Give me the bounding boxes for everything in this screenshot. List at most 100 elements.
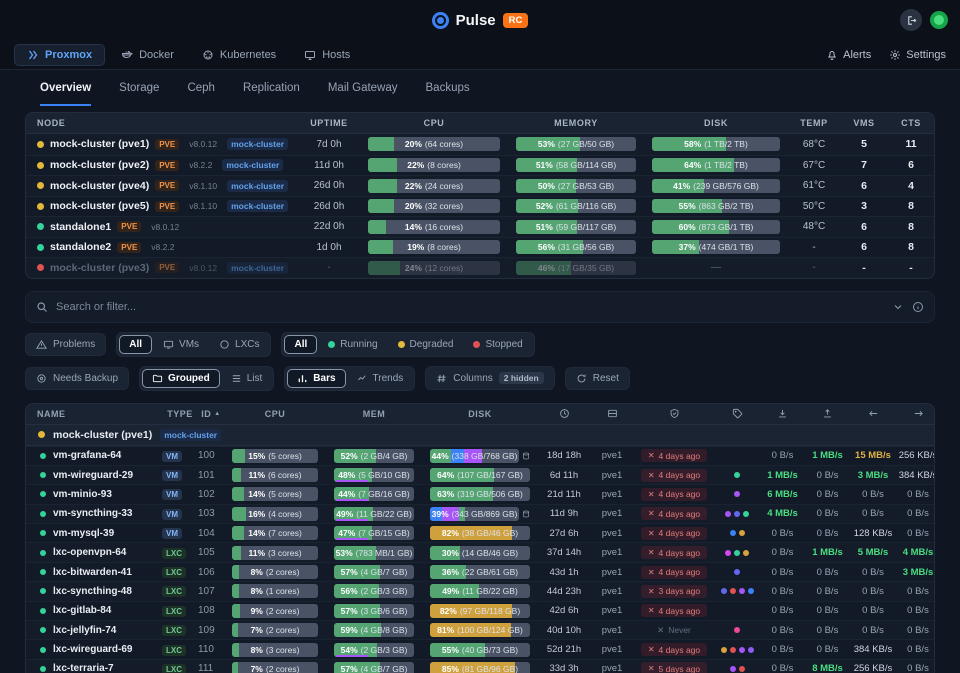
node-row[interactable]: mock-cluster (pve4)PVEv8.1.10mock-cluste… (26, 175, 934, 196)
guest-col-cpu[interactable]: CPU (224, 409, 326, 419)
guest-col-disk[interactable]: DISK (422, 409, 538, 419)
guest-row[interactable]: lxc-wireguard-69LXC1108%(3 cores)54%(2 G… (26, 639, 934, 658)
node-col-cpu[interactable]: CPU (360, 118, 508, 128)
nav-tab-docker[interactable]: Docker (109, 45, 186, 65)
node-row[interactable]: mock-cluster (pve1)PVEv8.0.12mock-cluste… (26, 134, 934, 155)
subtab-mail-gateway[interactable]: Mail Gateway (328, 82, 398, 106)
filter-chip-columns[interactable]: Columns2 hidden (425, 366, 554, 390)
backup-status-badge[interactable]: ✕4 days ago (641, 488, 707, 501)
guest-row[interactable]: lxc-openvpn-64LXC10511%(3 cores)53%(783 … (26, 542, 934, 561)
guest-cpu-bar: 9%(2 cores) (224, 604, 326, 618)
guest-col-mem[interactable]: MEM (326, 409, 422, 419)
filter-chip-reset[interactable]: Reset (565, 367, 630, 390)
guest-row[interactable]: vm-minio-93VM10214%(5 cores)44%(7 GB/16 … (26, 484, 934, 503)
subtab-storage[interactable]: Storage (119, 82, 159, 106)
connection-status-indicator[interactable] (930, 11, 948, 29)
guest-col-arrow-left-icon[interactable] (850, 408, 896, 419)
segment-trends[interactable]: Trends (348, 369, 413, 388)
node-row[interactable]: standalone2PVEv8.2.21d 0h19%(8 cores)56%… (26, 237, 934, 258)
node-vms-count: 3 (840, 200, 888, 212)
subtab-ceph[interactable]: Ceph (187, 82, 215, 106)
guest-col-arrow-right-icon[interactable] (896, 408, 935, 419)
usage-bar: 82%(38 GB/46 GB) (430, 526, 530, 540)
segment-all[interactable]: All (284, 335, 317, 354)
node-name: mock-cluster (pve3) (50, 262, 149, 274)
search-input[interactable] (56, 301, 884, 313)
node-col-memory[interactable]: MEMORY (508, 118, 644, 128)
settings-button[interactable]: Settings (889, 49, 946, 61)
guest-row[interactable]: lxc-terraria-7LXC1117%(2 cores)57%(4 GB/… (26, 659, 934, 673)
guest-col-shield-check-icon[interactable] (634, 408, 714, 419)
node-col-cts[interactable]: CTS (888, 118, 934, 128)
backup-status-badge[interactable]: ✕3 days ago (641, 585, 707, 598)
backup-status-badge[interactable]: ✕4 days ago (641, 469, 707, 482)
filter-chip-needs-backup[interactable]: Needs Backup (25, 367, 129, 390)
guest-col-id[interactable]: ID▲ (198, 409, 224, 419)
node-table-body: mock-cluster (pve1)PVEv8.0.12mock-cluste… (26, 134, 934, 278)
guest-col-name[interactable]: NAME (26, 409, 162, 419)
logout-button[interactable] (900, 9, 922, 31)
node-row[interactable]: mock-cluster (pve2)PVEv8.2.2mock-cluster… (26, 155, 934, 176)
node-cpu-bar: 19%(8 cores) (360, 240, 508, 254)
node-col-node[interactable]: NODE (26, 118, 298, 128)
guest-col-upload-icon[interactable] (805, 408, 850, 419)
usage-bar: 53%(783 MB/1 GB) (334, 546, 414, 560)
segment-bars[interactable]: Bars (287, 369, 345, 388)
guest-col-server-icon[interactable] (590, 408, 634, 419)
node-col-uptime[interactable]: UPTIME (298, 118, 360, 128)
guest-row[interactable]: vm-wireguard-29VM10111%(6 cores)48%(5 GB… (26, 465, 934, 484)
nav-tab-hosts[interactable]: Hosts (292, 45, 362, 65)
guest-col-tag-icon[interactable] (714, 408, 760, 419)
node-col-disk[interactable]: DISK (644, 118, 788, 128)
guest-row[interactable]: lxc-gitlab-84LXC1089%(2 cores)57%(3 GB/6… (26, 601, 934, 620)
backup-status-badge[interactable]: ✕4 days ago (641, 566, 707, 579)
backup-status-badge[interactable]: ✕4 days ago (641, 449, 707, 462)
subtab-backups[interactable]: Backups (426, 82, 470, 106)
segment-stopped[interactable]: Stopped (464, 335, 531, 354)
node-version: v8.2.2 (185, 159, 216, 171)
node-row[interactable]: mock-cluster (pve3)PVEv8.0.12mock-cluste… (26, 257, 934, 278)
info-icon[interactable] (912, 301, 924, 313)
guest-row[interactable]: vm-grafana-64VM10015%(5 cores)52%(2 GB/4… (26, 446, 934, 465)
subtab-replication[interactable]: Replication (243, 82, 300, 106)
backup-status-badge[interactable]: ✕4 days ago (641, 507, 707, 520)
usage-label: 14%(16 cores) (368, 220, 500, 234)
filter-chip-problems[interactable]: Problems (25, 333, 106, 356)
segment-list[interactable]: List (222, 369, 272, 388)
guest-row[interactable]: vm-syncthing-33VM10316%(4 cores)49%(11 G… (26, 504, 934, 523)
backup-status-badge[interactable]: ✕5 days ago (641, 662, 707, 673)
guest-disk-read-rate: 0 B/s (850, 586, 896, 597)
guest-status-dot (40, 666, 46, 672)
segment-degraded[interactable]: Degraded (389, 335, 463, 354)
guest-col-clock-icon[interactable] (538, 408, 590, 419)
segment-grouped[interactable]: Grouped (142, 369, 220, 388)
segment-all[interactable]: All (119, 335, 152, 354)
backup-status-badge[interactable]: ✕4 days ago (641, 527, 707, 540)
subtab-overview[interactable]: Overview (40, 82, 91, 106)
backup-status-badge[interactable]: ✕4 days ago (641, 546, 707, 559)
backup-status-badge[interactable]: ✕Never (657, 625, 691, 636)
node-row[interactable]: mock-cluster (pve5)PVEv8.1.10mock-cluste… (26, 196, 934, 217)
backup-status-badge[interactable]: ✕4 days ago (641, 643, 707, 656)
guest-row[interactable]: lxc-jellyfin-74LXC1097%(2 cores)59%(4 GB… (26, 620, 934, 639)
node-name: mock-cluster (pve2) (50, 159, 149, 171)
guest-col-download-icon[interactable] (760, 408, 805, 419)
node-col-temp[interactable]: TEMP (788, 118, 840, 128)
guest-row[interactable]: vm-mysql-39VM10414%(7 cores)47%(7 GB/15 … (26, 523, 934, 542)
guest-row[interactable]: lxc-syncthing-48LXC1078%(1 cores)56%(2 G… (26, 581, 934, 600)
node-row[interactable]: standalone1PVEv8.0.1222d 0h14%(16 cores)… (26, 216, 934, 237)
guest-row[interactable]: lxc-bitwarden-41LXC1068%(2 cores)57%(4 G… (26, 562, 934, 581)
guest-group-row[interactable]: mock-cluster (pve1) mock-cluster (26, 425, 934, 446)
backup-status-badge[interactable]: ✕4 days ago (641, 604, 707, 617)
guest-col-type[interactable]: TYPE (162, 409, 198, 419)
nav-tab-proxmox[interactable]: Proxmox (14, 44, 105, 66)
nav-tab-label: Hosts (322, 49, 350, 61)
guest-tags-cell (714, 530, 760, 536)
segment-vms[interactable]: VMs (154, 335, 208, 354)
segment-running[interactable]: Running (319, 335, 386, 354)
nav-tab-kubernetes[interactable]: Kubernetes (190, 45, 288, 65)
node-col-vms[interactable]: VMS (840, 118, 888, 128)
segment-lxcs[interactable]: LXCs (210, 335, 268, 354)
chevron-down-icon[interactable] (892, 301, 904, 313)
alerts-button[interactable]: Alerts (826, 49, 871, 61)
